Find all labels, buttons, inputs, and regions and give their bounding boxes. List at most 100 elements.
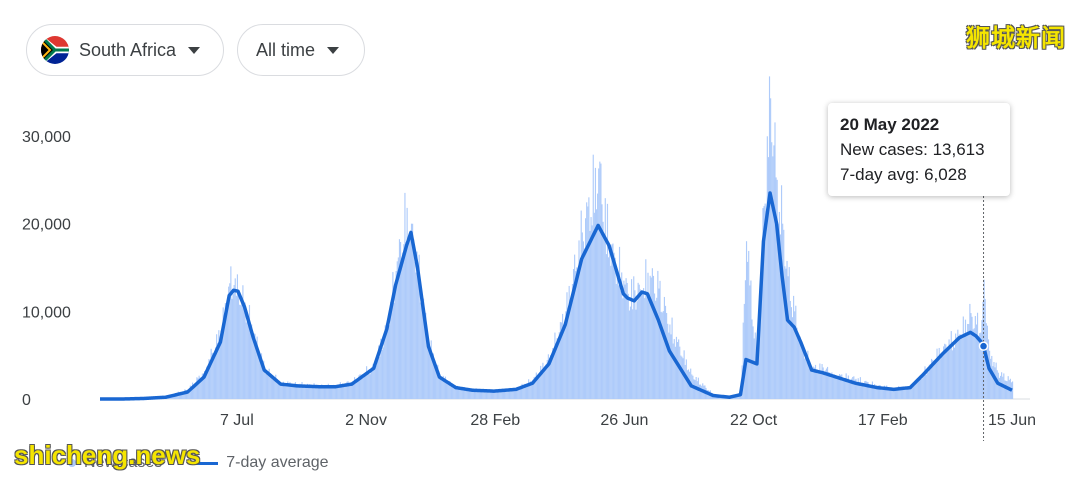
daily-case-bar bbox=[610, 265, 612, 399]
daily-case-bar bbox=[328, 387, 330, 399]
daily-case-bar bbox=[369, 374, 371, 399]
daily-case-bar bbox=[312, 387, 314, 399]
daily-case-bar bbox=[810, 371, 812, 399]
daily-case-bar bbox=[569, 303, 571, 399]
daily-case-bar bbox=[417, 267, 419, 399]
daily-case-bar bbox=[264, 368, 266, 399]
daily-case-bar bbox=[407, 242, 409, 399]
daily-case-bar bbox=[350, 384, 352, 399]
daily-case-bar bbox=[447, 383, 449, 399]
daily-case-bar bbox=[290, 385, 292, 399]
daily-case-bar bbox=[790, 307, 792, 399]
time-range-selector[interactable]: All time bbox=[237, 24, 365, 76]
daily-case-bar bbox=[576, 267, 578, 399]
daily-case-bar bbox=[452, 385, 454, 399]
daily-case-bar bbox=[220, 330, 222, 399]
daily-case-bar bbox=[914, 384, 916, 399]
daily-case-bar bbox=[678, 339, 680, 399]
daily-case-bar bbox=[757, 345, 760, 399]
daily-case-bar bbox=[960, 337, 962, 399]
daily-case-bar bbox=[568, 285, 570, 399]
legend-new-cases: New cases bbox=[84, 454, 163, 471]
daily-case-bar bbox=[829, 372, 831, 399]
daily-case-bar bbox=[340, 386, 343, 399]
daily-case-bar bbox=[785, 268, 787, 399]
daily-case-bar bbox=[814, 364, 817, 399]
daily-case-bar bbox=[824, 370, 826, 399]
daily-case-bar bbox=[889, 389, 891, 399]
daily-case-bar bbox=[231, 298, 233, 399]
daily-case-bar bbox=[743, 303, 745, 399]
daily-case-bar bbox=[771, 142, 773, 399]
daily-case-bar bbox=[324, 387, 326, 399]
daily-case-bar bbox=[287, 381, 289, 399]
daily-case-bar bbox=[292, 384, 294, 399]
daily-case-bar bbox=[293, 383, 295, 399]
daily-case-bar bbox=[267, 371, 269, 399]
daily-case-bar bbox=[742, 322, 744, 399]
daily-case-bar bbox=[357, 379, 359, 399]
daily-case-bar bbox=[776, 179, 778, 399]
daily-case-bar bbox=[200, 378, 202, 399]
daily-case-bar bbox=[674, 346, 676, 399]
daily-case-bar bbox=[590, 217, 592, 399]
daily-case-bar bbox=[828, 372, 830, 399]
daily-case-bar bbox=[414, 261, 416, 399]
daily-case-bar bbox=[188, 389, 190, 399]
x-tick-label: 15 Jun bbox=[988, 412, 1036, 429]
daily-case-bar bbox=[876, 386, 878, 399]
daily-case-bar bbox=[803, 358, 806, 399]
daily-case-bar bbox=[663, 296, 665, 399]
daily-case-bar bbox=[664, 305, 667, 399]
daily-case-bar bbox=[793, 295, 795, 399]
daily-case-bar bbox=[633, 276, 635, 399]
daily-case-bar bbox=[465, 389, 467, 399]
daily-case-bar bbox=[809, 363, 811, 399]
x-tick-label: 2 Nov bbox=[345, 412, 387, 429]
daily-case-bar bbox=[255, 340, 257, 399]
daily-case-bar bbox=[520, 386, 522, 399]
daily-case-bar bbox=[798, 337, 800, 399]
daily-case-bar bbox=[549, 355, 552, 399]
daily-case-bar bbox=[929, 364, 932, 399]
daily-case-bar bbox=[657, 270, 659, 399]
daily-case-bar bbox=[770, 98, 772, 399]
daily-case-bar bbox=[753, 338, 755, 399]
daily-case-bar bbox=[764, 203, 766, 399]
daily-case-bar bbox=[533, 377, 535, 399]
daily-case-bar bbox=[851, 378, 853, 399]
daily-case-bar bbox=[639, 289, 641, 399]
daily-case-bar bbox=[950, 331, 952, 399]
daily-case-bar bbox=[819, 363, 821, 399]
daily-case-bar bbox=[544, 369, 546, 399]
daily-case-bar bbox=[208, 359, 210, 399]
daily-case-bar bbox=[534, 376, 536, 399]
daily-case-bar bbox=[187, 389, 189, 399]
country-label: South Africa bbox=[79, 39, 177, 60]
daily-case-bar bbox=[535, 372, 537, 399]
daily-case-bar bbox=[912, 382, 914, 399]
daily-case-bar bbox=[225, 311, 228, 399]
daily-case-bar bbox=[256, 336, 258, 399]
daily-case-bar bbox=[345, 383, 347, 399]
daily-case-bar bbox=[818, 373, 820, 399]
daily-case-bar bbox=[194, 384, 196, 399]
daily-case-bar bbox=[375, 365, 378, 399]
daily-case-bar bbox=[924, 366, 926, 399]
x-tick-label: 26 Jun bbox=[600, 412, 648, 429]
daily-case-bar bbox=[539, 375, 541, 399]
daily-case-bar bbox=[686, 370, 688, 399]
daily-case-bar bbox=[638, 284, 640, 399]
daily-case-bar bbox=[765, 211, 767, 399]
daily-case-bar bbox=[199, 377, 201, 399]
daily-case-bar bbox=[280, 383, 282, 399]
country-selector[interactable]: South Africa bbox=[26, 24, 224, 76]
daily-case-bar bbox=[609, 245, 611, 399]
daily-case-bar bbox=[432, 353, 434, 399]
daily-case-bar bbox=[556, 338, 558, 399]
daily-case-bar bbox=[490, 391, 493, 399]
daily-case-bar bbox=[269, 374, 271, 399]
daily-case-bar bbox=[955, 333, 957, 399]
daily-case-bar bbox=[962, 316, 964, 399]
